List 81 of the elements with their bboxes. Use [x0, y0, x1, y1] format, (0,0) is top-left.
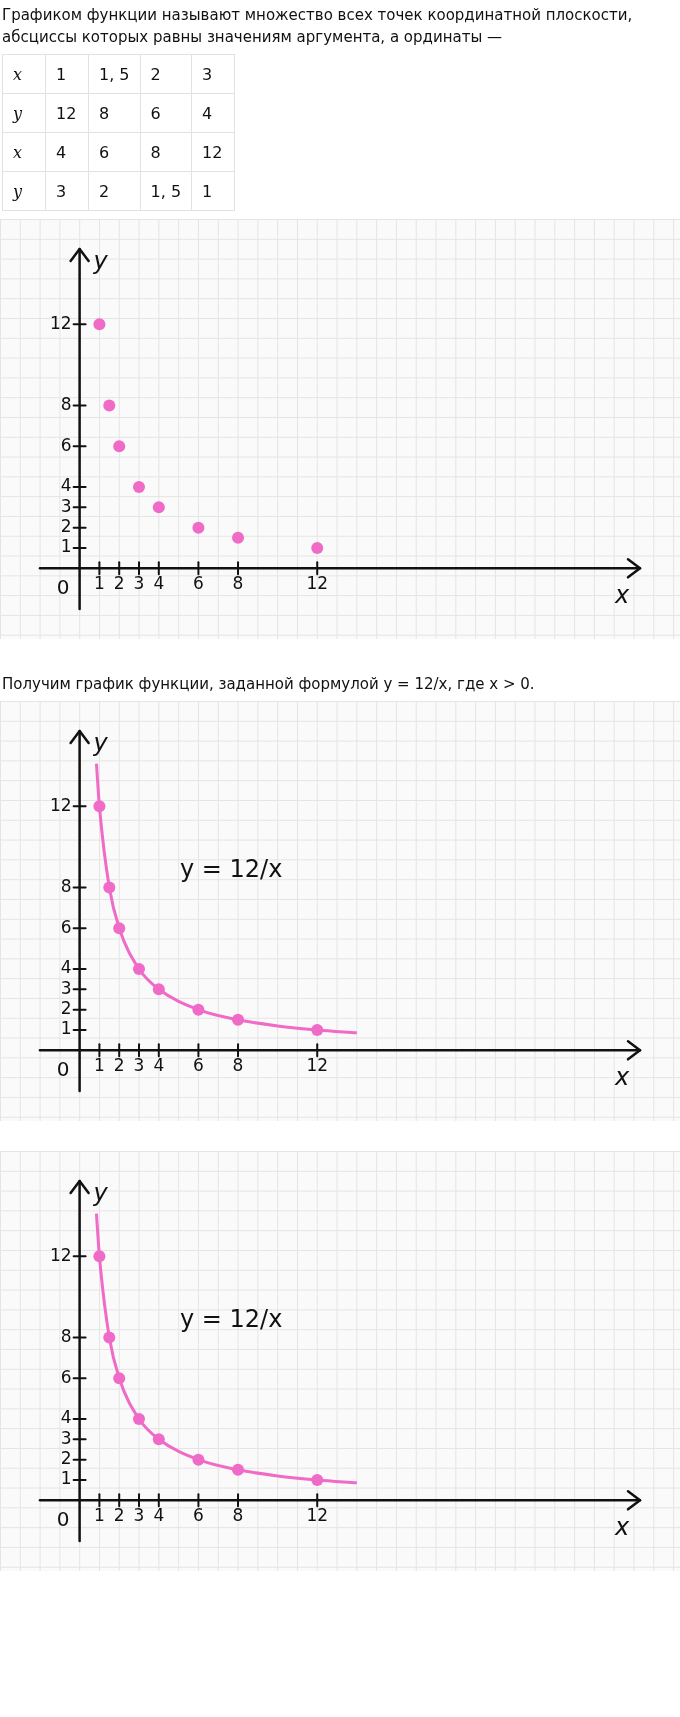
x-tick-label: 3 — [133, 1055, 145, 1076]
y-tick-label: 4 — [60, 1407, 72, 1428]
x-axis-title: x — [613, 1512, 630, 1541]
text: 2 — [150, 64, 161, 84]
text: 1, 5 — [99, 64, 130, 84]
text: 6 — [99, 142, 110, 162]
point — [93, 318, 106, 331]
x-tick-label: 12 — [306, 1505, 329, 1526]
point — [232, 531, 245, 544]
annotation: y = 12/x — [180, 1305, 283, 1334]
y-tick-label: 3 — [60, 977, 72, 998]
y-tick-label: 4 — [60, 475, 72, 496]
y-tick-label: 2 — [60, 998, 72, 1019]
point — [133, 480, 146, 493]
text: 8 — [150, 142, 161, 162]
text: 8 — [99, 103, 110, 123]
x-axis-title: x — [613, 1062, 630, 1091]
annotation: 0 — [56, 574, 70, 599]
y-axis-title: y — [92, 247, 109, 276]
x-tick-label: 1 — [93, 573, 105, 594]
text: 4 — [202, 103, 213, 123]
y-tick-label: 6 — [60, 916, 72, 937]
y-tick-label: 1 — [60, 536, 72, 557]
text: 1 — [202, 181, 213, 201]
chart-title: Получим график функции, заданной формулой y = 12/x, где x > 0. — [1, 674, 536, 695]
y-axis-title: y — [92, 729, 109, 758]
x-tick-label: 6 — [193, 573, 204, 594]
x-tick-label: 2 — [113, 1505, 125, 1526]
text: 12 — [202, 142, 223, 162]
x-tick-label: 2 — [113, 1055, 125, 1076]
y-tick-label: 8 — [60, 394, 72, 415]
line-series — [93, 762, 359, 1036]
x-tick-label: 8 — [232, 1505, 244, 1526]
x-tick-label: 8 — [232, 1055, 244, 1076]
y-tick-label: 1 — [60, 1018, 72, 1039]
annotation: 0 — [56, 1056, 70, 1081]
annotation: 0 — [56, 1506, 70, 1531]
x-tick-label: 12 — [306, 1055, 329, 1076]
y-tick-label: 6 — [60, 1366, 72, 1387]
point — [103, 399, 116, 412]
x-tick-label: 12 — [306, 573, 329, 594]
y-tick-label: 12 — [49, 1244, 72, 1265]
point — [113, 440, 126, 453]
text: x — [13, 64, 23, 84]
y-tick-label: 6 — [60, 434, 72, 455]
x-axis-title: x — [613, 580, 630, 609]
y-tick-label: 2 — [60, 516, 72, 537]
point — [311, 541, 324, 554]
line-series — [93, 1212, 359, 1486]
text: Графиком функции называют множество всех точек координатной плоскости, абсциссы которых равны значениям аргумента, а ординаты — — [1, 5, 634, 48]
y-tick-label: 4 — [60, 957, 72, 978]
text: y — [13, 181, 23, 201]
text: y — [13, 103, 23, 123]
x-tick-label: 1 — [93, 1505, 105, 1526]
annotation: y = 12/x — [180, 855, 283, 884]
y-tick-label: 8 — [60, 876, 72, 897]
x-tick-label: 4 — [153, 573, 165, 594]
text: 3 — [202, 64, 213, 84]
text: x — [13, 142, 23, 162]
x-tick-label: 8 — [232, 573, 244, 594]
y-tick-label: 2 — [60, 1448, 72, 1469]
x-tick-label: 3 — [133, 1505, 145, 1526]
text: 2 — [99, 181, 110, 201]
y-axis-title: y — [92, 1179, 109, 1208]
y-tick-label: 8 — [60, 1326, 72, 1347]
y-tick-label: 3 — [60, 495, 72, 516]
point — [152, 501, 165, 514]
text: 6 — [150, 103, 161, 123]
x-tick-label: 6 — [193, 1505, 204, 1526]
x-tick-label: 4 — [153, 1505, 165, 1526]
y-tick-label: 3 — [60, 1427, 72, 1448]
x-tick-label: 6 — [193, 1055, 204, 1076]
y-tick-label: 12 — [49, 312, 72, 333]
point — [192, 521, 205, 534]
y-tick-label: 1 — [60, 1468, 72, 1489]
x-tick-label: 1 — [93, 1055, 105, 1076]
x-tick-label: 3 — [133, 573, 145, 594]
x-tick-label: 2 — [113, 573, 125, 594]
text: 1, 5 — [150, 181, 182, 201]
y-tick-label: 12 — [49, 794, 72, 815]
x-tick-label: 4 — [153, 1055, 165, 1076]
